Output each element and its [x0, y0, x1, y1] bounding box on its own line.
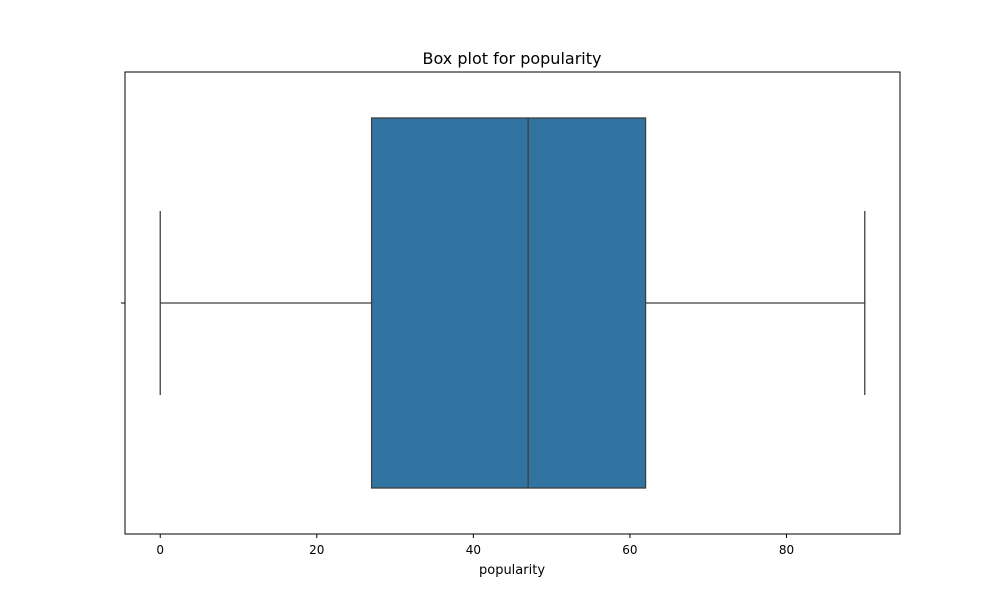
- x-axis-label: popularity: [479, 563, 545, 578]
- chart-title: Box plot for popularity: [423, 49, 602, 68]
- x-tick-label: 40: [466, 543, 481, 557]
- x-tick-label: 20: [309, 543, 324, 557]
- x-tick-label: 60: [622, 543, 637, 557]
- x-tick-label: 0: [156, 543, 164, 557]
- x-tick-label: 80: [779, 543, 794, 557]
- box-iqr: [370, 117, 647, 489]
- plot-area: 0 20 40 60 80: [121, 71, 901, 557]
